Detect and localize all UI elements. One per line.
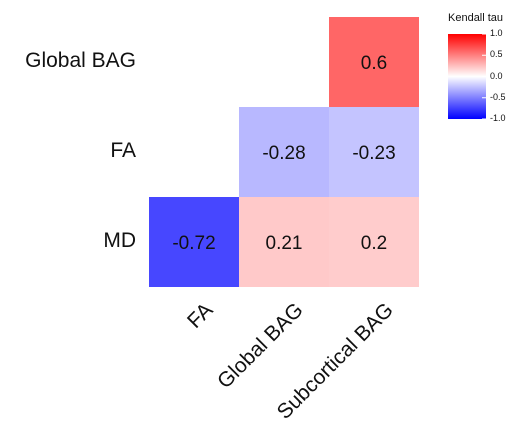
heatmap-cell-md-subcortical-bag xyxy=(329,197,419,287)
legend-tick-label: 0.0 xyxy=(490,70,503,81)
heatmap-cell-md-fa xyxy=(149,197,239,287)
legend-tick-label: 1.0 xyxy=(490,28,503,38)
cell-value-label: -0.72 xyxy=(172,233,215,254)
legend-tick-label: -1.0 xyxy=(490,113,506,123)
heatmap-cell-fa-global-bag xyxy=(239,107,329,197)
row-label-fa: FA xyxy=(110,139,136,162)
legend-tick-label: 0.5 xyxy=(490,49,503,60)
cell-value-label: 0.6 xyxy=(361,53,387,74)
row-label-md: MD xyxy=(103,229,136,252)
legend-tick-label: -0.5 xyxy=(490,91,506,102)
heatmap-cell-md-global-bag xyxy=(239,197,329,287)
heatmap-cell-fa-subcortical-bag xyxy=(329,107,419,197)
cell-value-label: 0.21 xyxy=(266,233,303,254)
heatmap-cells: 0.6 -0.28 -0.23 -0.72 0.21 0.2 xyxy=(149,17,419,287)
heatmap-cell-global-bag-subcortical-bag xyxy=(329,17,419,107)
color-legend xyxy=(448,33,486,120)
cell-value-label: -0.23 xyxy=(352,143,395,164)
legend-colorbar xyxy=(448,34,486,119)
cell-value-label: 0.2 xyxy=(361,233,387,254)
row-label-global-bag: Global BAG xyxy=(25,49,136,72)
legend-title: Kendall tau xyxy=(448,12,504,24)
cell-value-label: -0.28 xyxy=(262,143,305,164)
